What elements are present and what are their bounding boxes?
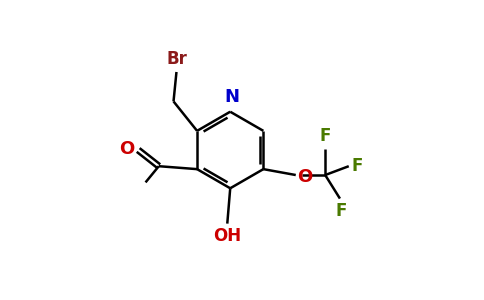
Text: F: F: [352, 157, 363, 175]
Text: O: O: [120, 140, 135, 158]
Text: F: F: [336, 202, 347, 220]
Text: Br: Br: [166, 50, 187, 68]
Text: O: O: [297, 167, 313, 185]
Text: N: N: [224, 88, 239, 106]
Text: OH: OH: [213, 227, 242, 245]
Text: F: F: [319, 127, 331, 145]
